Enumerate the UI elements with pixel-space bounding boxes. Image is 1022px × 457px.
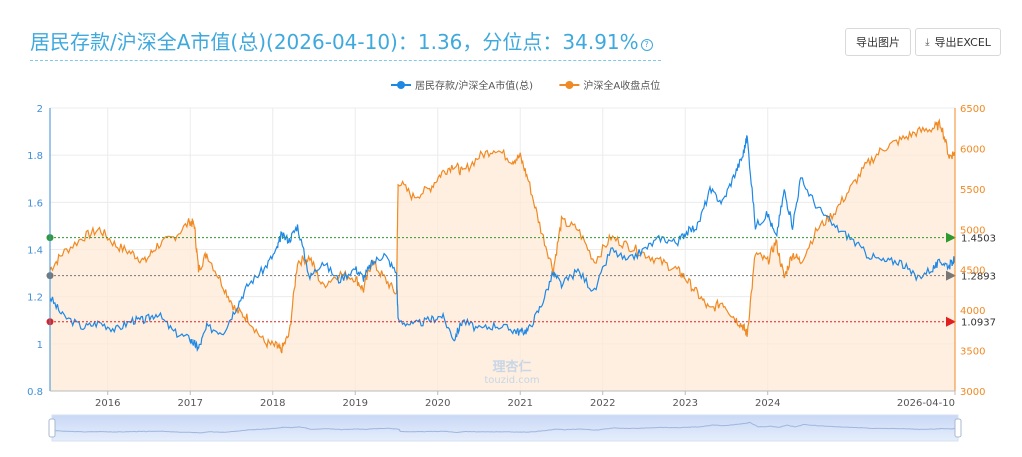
x-tick-label: 2017 [178, 398, 203, 409]
y-right-tick-label: 6000 [960, 144, 985, 155]
slider-preview-line [51, 421, 959, 434]
x-tick-label: 2022 [590, 398, 615, 409]
slider-handle-right[interactable] [954, 418, 962, 438]
chart-title-block: 居民存款/沪深全A市值(总)(2026-04-10)：1.36，分位点：34.9… [30, 26, 661, 61]
svg-text:理杏仁: 理杏仁 [492, 359, 531, 375]
export-image-button[interactable]: 导出图片 [845, 28, 911, 56]
y-right-tick-label: 4500 [960, 266, 985, 277]
slider-handle-left[interactable] [48, 418, 56, 438]
reference-arrow [946, 232, 956, 243]
y-right-tick-label: 4000 [960, 306, 985, 317]
help-circle-icon[interactable]: ? [640, 39, 653, 51]
x-tick-label: 2024 [755, 398, 780, 409]
y-left-tick-label: 0.8 [27, 387, 43, 398]
y-left-tick-label: 1.8 [27, 151, 43, 162]
reference-arrow [946, 316, 956, 327]
download-icon: ⤓ [925, 36, 930, 48]
x-tick-label: 2023 [673, 398, 698, 409]
orange-area-fill [50, 120, 955, 392]
y-right-tick-label: 3500 [960, 347, 985, 358]
y-left-tick-label: 1.2 [27, 293, 43, 304]
svg-text:touzid.com: touzid.com [484, 375, 539, 386]
chart-title: 居民存款/沪深全A市值(总)(2026-04-10)：1.36，分位点：34.9… [30, 30, 639, 54]
legend-label-0[interactable]: 居民存款/沪深全A市值(总) [415, 79, 533, 92]
x-tick-label: 2016 [95, 398, 120, 409]
slider-track[interactable] [51, 414, 959, 442]
export-excel-button[interactable]: ⤓ 导出EXCEL [915, 28, 1001, 56]
y-right-tick-label: 5000 [960, 225, 985, 236]
y-right-tick-label: 3000 [960, 387, 985, 398]
x-tick-label: 2020 [425, 398, 450, 409]
reference-dot [46, 234, 54, 242]
x-tick-label: 2019 [343, 398, 368, 409]
axes: 0.8 1 1.2 1.4 1.6 1.8 2 3000 3500 4000 4500 5000 550… [27, 104, 985, 409]
reference-label: 1.4503 [961, 234, 996, 245]
y-left-tick-label: 1.4 [27, 246, 43, 257]
series-line-index [49, 118, 955, 354]
y-right-tick-label: 6500 [960, 104, 985, 115]
reference-lines: 1.4503 1.2893 1.0937 [46, 232, 996, 329]
export-excel-label: 导出EXCEL [934, 36, 991, 49]
legend-marker-0 [397, 81, 405, 89]
y-left-tick-label: 1.6 [27, 198, 43, 209]
x-tick-label: 2026-04-10 [897, 398, 955, 409]
reference-dot [46, 318, 54, 326]
y-left-tick-label: 2 [37, 104, 43, 115]
grid-lines [50, 107, 956, 392]
x-tick-label: 2021 [508, 398, 533, 409]
reference-label: 1.2893 [961, 272, 996, 283]
legend-label-1[interactable]: 沪深全A收盘点位 [583, 79, 660, 92]
export-image-label: 导出图片 [856, 36, 900, 49]
reference-arrow [946, 270, 956, 281]
range-slider [48, 414, 962, 442]
chart-legend: 居民存款/沪深全A市值(总) 沪深全A收盘点位 [391, 79, 660, 92]
x-tick-label: 2018 [260, 398, 285, 409]
reference-dot [46, 272, 54, 280]
reference-label: 1.0937 [961, 318, 996, 329]
orange-area [50, 120, 955, 392]
series-lines [49, 118, 956, 354]
watermark: 理杏仁 touzid.com [484, 359, 539, 386]
legend-marker-1 [565, 81, 574, 89]
y-right-tick-label: 5500 [960, 185, 985, 196]
y-left-tick-label: 1 [37, 340, 43, 351]
series-line-ratio [49, 135, 956, 353]
